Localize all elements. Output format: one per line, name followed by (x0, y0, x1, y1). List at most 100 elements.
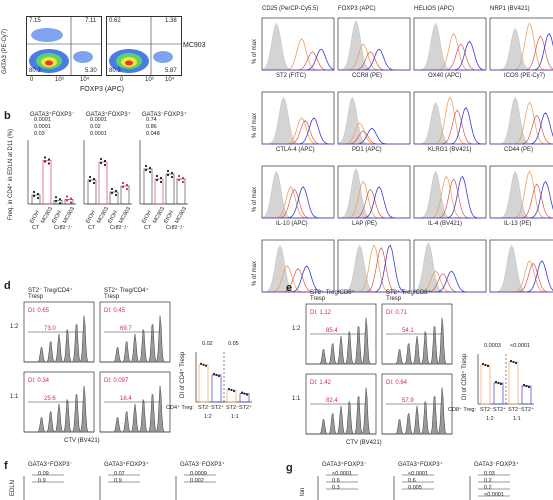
panel-f-ylabel: EDLN (10, 479, 16, 496)
panel-g-plot-2 (469, 474, 510, 500)
hist-ylabel-2: % of max (252, 186, 258, 212)
panel-d-col1: ST2⁻ Treg/CD4⁺ Tresp (28, 288, 73, 300)
panel-d-bar-p-1: 0.05 (228, 341, 239, 347)
panel-e-pct-0: 85.4 (326, 328, 338, 334)
panel-b-xcat: EtOH (141, 209, 154, 225)
panel-d-col2: ST2⁺ Treg/CD4⁺ Tresp (104, 288, 149, 300)
flow-ylabel: GATA3 (PE-Cy7) (2, 28, 8, 74)
panel-d-bar-chart (195, 352, 252, 403)
panel-d-row2: 1:1 (10, 394, 19, 400)
tick-104-b: 10⁴ (165, 77, 175, 83)
tick-0: 0 (30, 77, 34, 83)
panel-b-plot-2 (139, 140, 188, 205)
histogram-14 (413, 239, 487, 293)
panel-label-g: g (286, 462, 293, 474)
panel-e-col1: ST2⁻ Treg/CD8⁺ Tresp (310, 290, 355, 302)
panel-e-histogram-3 (381, 373, 453, 435)
tick-103: 10³ (55, 77, 64, 83)
panel-e-di-1: DI: 0.71 (386, 310, 408, 316)
panel-e-row1: 1:2 (292, 326, 301, 332)
panel-f-pvalue: 0.09 (38, 471, 49, 477)
panel-e-bar-prefix: CD8⁺ Treg: (448, 407, 476, 413)
hist-title-0: CD25 (PerCP-Cy5.5) (262, 6, 319, 12)
panel-f-plot-1 (99, 474, 140, 500)
panel-g-pvalue: 0.6 (408, 478, 416, 484)
panel-b-pvalue: 0.03 (34, 131, 45, 137)
panel-b-group: Crlf2⁻/⁻ (54, 225, 73, 231)
panel-f-subtitle-2: GATA3⁻FOXP3⁺ (180, 462, 225, 468)
panel-d-di-2: DI: 0.34 (28, 378, 50, 384)
panel-b-xcat: EtOH (163, 209, 176, 225)
histogram-2 (413, 17, 487, 71)
panel-e-di-2: DI: 1.42 (310, 380, 332, 386)
panel-e-bar-group-0: 1:2 (486, 416, 494, 422)
panel-e-bar-x-0: ST2⁻ (480, 407, 493, 413)
q-top-right-1: 7.11 (85, 18, 97, 24)
panel-b-bar (98, 161, 108, 205)
panel-b-subtitle-0: GATA3⁺FOXP3⁻ (30, 112, 75, 118)
panel-e-pct-3: 57.9 (402, 398, 414, 404)
panel-label-d: d (4, 280, 11, 292)
histogram-1 (337, 17, 411, 71)
hist-xlabel-1: CCR8 (PE) (352, 73, 383, 79)
panel-e-bar-x-2: ST2⁻ (508, 407, 521, 413)
panel-e-row2: 1:1 (292, 396, 301, 402)
hist-xlabel-6: KLRG1 (BV421) (428, 147, 472, 153)
histogram-12 (261, 239, 335, 293)
panel-b-bar (109, 191, 119, 205)
panel-d-di-0: DI: 0.65 (28, 308, 50, 314)
panel-b-group: CT (144, 225, 152, 231)
panel-g-pvalue: 0.6 (332, 478, 340, 484)
q-top-right-2: 1.38 (165, 18, 177, 24)
hist-xlabel-5: PD1 (APC) (352, 147, 382, 153)
q-bottom-left-2: 80.5 (109, 68, 121, 74)
panel-b-group: Crlf2⁻/⁻ (166, 225, 185, 231)
panel-g-pvalue: 0.2 (484, 478, 492, 484)
panel-g-pvalue: 0.03 (484, 471, 495, 477)
panel-d-bar-p-0: 0.02 (202, 341, 213, 347)
q-bottom-right-1: 5.30 (85, 68, 97, 74)
panel-b-plot-1 (83, 140, 132, 205)
panel-b-pvalue: 0.0001 (90, 117, 107, 123)
panel-b-subtitle-2: GATA3⁻FOXP3⁺ (142, 112, 187, 118)
panel-b-pvalue: 0.86 (146, 124, 157, 130)
q-bottom-right-2: 5.87 (165, 68, 177, 74)
panel-e-bar-p-1: <0.0001 (510, 343, 531, 349)
panel-e-di-3: DI: 0.64 (386, 380, 408, 386)
tick-0-b: 0 (120, 77, 124, 83)
hist-xlabel-7: CD44 (PE) (504, 147, 534, 153)
panel-g-plot-0 (317, 474, 358, 500)
panel-e-col2: ST2⁺ Treg/CD8⁺ Tresp (386, 290, 431, 302)
panel-d-bar-x-0: ST2⁻ (198, 405, 211, 411)
flow-mc903-label: MC903 (183, 42, 206, 49)
hist-xlabel-8: IL-10 (APC) (276, 221, 308, 227)
panel-b-pvalue: 0.02 (90, 124, 101, 130)
hist-title-1: FOXP3 (APC) (338, 6, 376, 12)
hist-title-3: NRP1 (BV421) (490, 6, 530, 12)
histogram-8 (261, 165, 335, 219)
panel-g-pvalue: 0.3 (332, 485, 340, 491)
hist-xlabel-11: IL-13 (PE) (504, 221, 532, 227)
panel-g-ylabel: ton (300, 487, 306, 496)
panel-b-bar (120, 185, 130, 205)
panel-b-group: CT (88, 225, 96, 231)
panel-d-histogram-2 (23, 371, 95, 433)
hist-ylabel-3: % of max (252, 260, 258, 286)
panel-e-bar-x-3: ST2⁺ (521, 407, 534, 413)
panel-b-xcat: EtOH (51, 209, 64, 225)
panel-g-pvalue: <0.0001 (408, 471, 429, 477)
flow-plot-2: 0.62 1.38 80.5 5.87 (106, 16, 182, 76)
histogram-6 (413, 91, 487, 145)
histogram-13 (337, 239, 411, 293)
panel-g-pvalue: 0.2 (484, 485, 492, 491)
panel-g-subtitle-1: GATA3⁺FOXP3⁺ (398, 462, 443, 468)
panel-b-subtitle-1: GATA3⁺FOXP3⁺ (86, 112, 131, 118)
panel-d-di-3: DI: 0.097 (104, 378, 129, 384)
panel-e-histogram-0 (305, 303, 377, 365)
panel-b-bar (176, 178, 186, 205)
panel-f-pvalue: 0.07 (114, 471, 125, 477)
hist-title-2: HELIOS (APC) (414, 6, 455, 12)
panel-e-di-0: DI: 1.12 (310, 310, 332, 316)
panel-e-bar-p-0: 0.0003 (484, 343, 501, 349)
histogram-9 (337, 165, 411, 219)
